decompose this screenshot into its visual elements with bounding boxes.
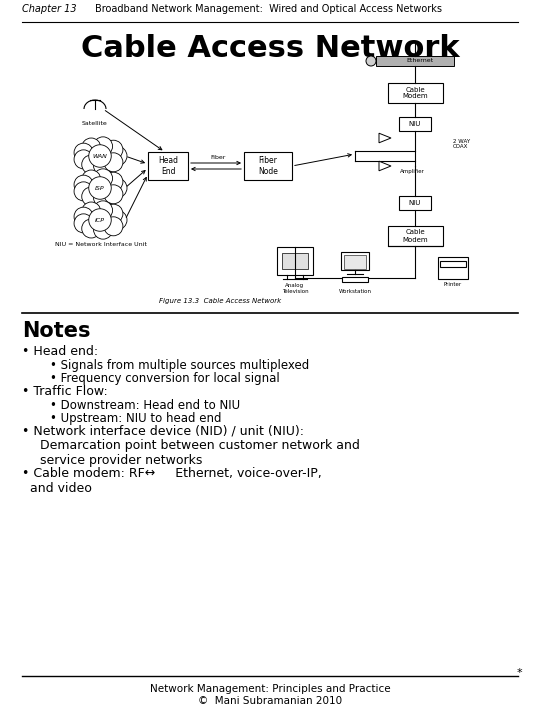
Text: NIU = Network Interface Unit: NIU = Network Interface Unit xyxy=(55,241,147,246)
Text: • Signals from multiple sources multiplexed: • Signals from multiple sources multiple… xyxy=(50,359,309,372)
Circle shape xyxy=(82,219,101,238)
Text: Fiber
Node: Fiber Node xyxy=(258,156,278,176)
Circle shape xyxy=(93,156,112,175)
Circle shape xyxy=(108,210,127,229)
Circle shape xyxy=(82,187,101,206)
Text: Analog
Television: Analog Television xyxy=(282,283,308,294)
Circle shape xyxy=(74,182,93,201)
Text: Fiber: Fiber xyxy=(210,155,226,160)
Text: Broadband Network Management:  Wired and Optical Access Networks: Broadband Network Management: Wired and … xyxy=(95,4,442,14)
Text: Head
End: Head End xyxy=(158,156,178,176)
Text: Workstation: Workstation xyxy=(339,289,372,294)
Circle shape xyxy=(93,189,112,207)
Circle shape xyxy=(74,150,93,169)
Text: NIU: NIU xyxy=(409,200,421,206)
Bar xyxy=(376,56,454,66)
Circle shape xyxy=(104,140,123,159)
Text: Printer: Printer xyxy=(444,282,462,287)
Circle shape xyxy=(82,202,101,221)
Text: • Head end:: • Head end: xyxy=(22,345,98,358)
Bar xyxy=(277,247,313,275)
Bar xyxy=(399,196,431,210)
Text: • Network interface device (NID) / unit (NIU):: • Network interface device (NID) / unit … xyxy=(22,425,304,438)
Text: • Cable modem: RF↔     Ethernet, voice-over-IP,
  and video: • Cable modem: RF↔ Ethernet, voice-over-… xyxy=(22,467,322,495)
Circle shape xyxy=(93,169,112,188)
Circle shape xyxy=(104,172,123,191)
Text: Amplifier: Amplifier xyxy=(400,169,425,174)
Text: Cable
Modem: Cable Modem xyxy=(402,87,428,100)
Circle shape xyxy=(108,179,127,198)
Bar xyxy=(440,261,466,267)
Circle shape xyxy=(108,147,127,165)
Bar xyxy=(388,83,442,103)
Circle shape xyxy=(74,175,93,194)
Circle shape xyxy=(89,145,111,167)
Circle shape xyxy=(82,138,101,157)
Polygon shape xyxy=(379,133,391,143)
Bar xyxy=(342,277,368,282)
Text: • Downstream: Head end to NIU: • Downstream: Head end to NIU xyxy=(50,399,240,412)
Circle shape xyxy=(93,137,112,156)
Circle shape xyxy=(82,155,101,174)
Text: • Traffic Flow:: • Traffic Flow: xyxy=(22,385,108,398)
Circle shape xyxy=(366,56,376,66)
Text: Demarcation point between customer network and
  service provider networks: Demarcation point between customer netwo… xyxy=(32,439,360,467)
Bar xyxy=(148,152,188,180)
Text: Chapter 13: Chapter 13 xyxy=(22,4,77,14)
Text: Satellite: Satellite xyxy=(82,121,108,126)
Circle shape xyxy=(104,152,123,172)
Circle shape xyxy=(104,217,123,236)
Text: Cable
Modem: Cable Modem xyxy=(402,229,428,242)
Text: ©  Mani Subramanian 2010: © Mani Subramanian 2010 xyxy=(198,696,342,706)
Text: ISP: ISP xyxy=(95,186,105,191)
Circle shape xyxy=(74,143,93,162)
Text: ICP: ICP xyxy=(95,217,105,222)
Text: Ethernet: Ethernet xyxy=(407,59,434,64)
Circle shape xyxy=(104,204,123,223)
Bar xyxy=(341,252,369,270)
Bar xyxy=(399,117,431,131)
Text: *: * xyxy=(516,668,522,678)
Bar xyxy=(388,226,442,246)
Text: Notes: Notes xyxy=(22,321,91,341)
Text: • Upstream: NIU to head end: • Upstream: NIU to head end xyxy=(50,412,221,425)
Text: Figure 13.3  Cable Access Network: Figure 13.3 Cable Access Network xyxy=(159,298,281,304)
Circle shape xyxy=(89,209,111,232)
Text: • Frequency conversion for local signal: • Frequency conversion for local signal xyxy=(50,372,280,385)
Text: Cable Access Network: Cable Access Network xyxy=(80,34,460,63)
Bar xyxy=(344,255,366,269)
Text: WAN: WAN xyxy=(93,153,107,159)
Bar xyxy=(438,257,468,279)
Circle shape xyxy=(104,185,123,204)
Bar xyxy=(244,152,292,180)
Text: Network Management: Principles and Practice: Network Management: Principles and Pract… xyxy=(150,684,390,694)
Circle shape xyxy=(74,214,93,233)
Polygon shape xyxy=(379,161,391,171)
Circle shape xyxy=(74,207,93,226)
Circle shape xyxy=(93,201,112,220)
Bar xyxy=(282,253,308,269)
Text: 2 WAY
COAX: 2 WAY COAX xyxy=(453,138,470,150)
Circle shape xyxy=(89,176,111,199)
Circle shape xyxy=(93,220,112,239)
Circle shape xyxy=(82,170,101,189)
Text: NIU: NIU xyxy=(409,121,421,127)
